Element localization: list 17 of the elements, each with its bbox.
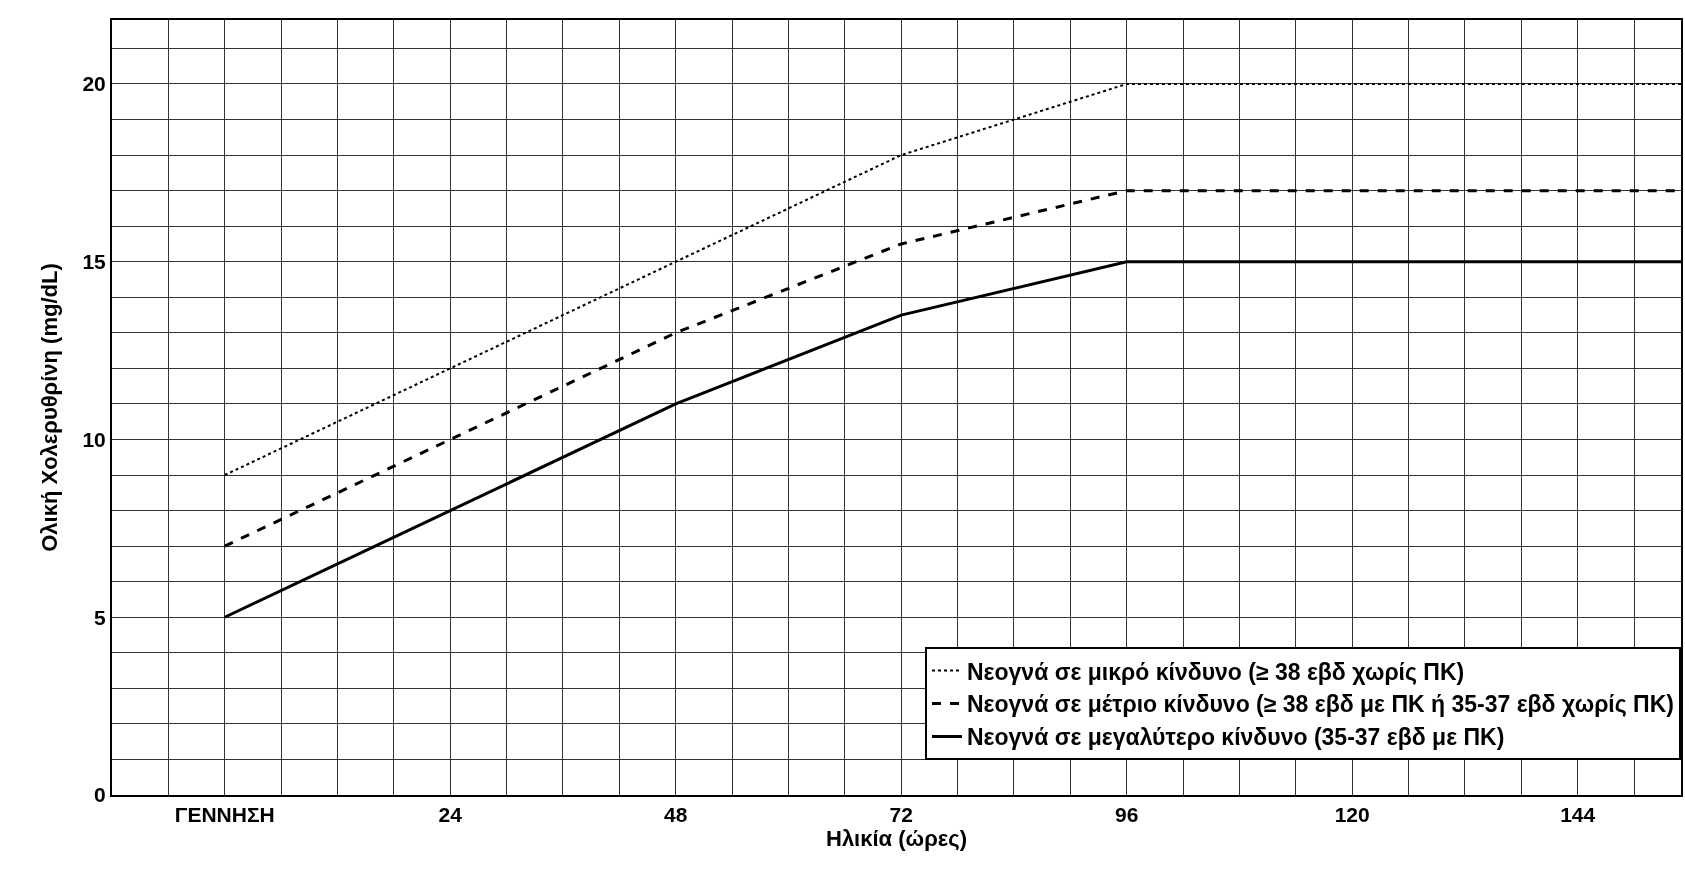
x-tick-label: ΓΕΝΝΗΣΗ [174, 803, 275, 827]
y-tick-label: 5 [94, 605, 107, 629]
x-tick-label: 144 [1560, 803, 1596, 827]
y-tick-label: 15 [82, 250, 107, 274]
x-axis-title: Ηλικία (ώρες) [826, 826, 967, 852]
legend-label: Νεογνά σε μέτριο κίνδυνο (≥ 38 εβδ με ΠΚ ή 35-37 εβδ χωρίς ΠΚ) [967, 691, 1674, 718]
y-tick-label: 20 [82, 72, 106, 96]
x-tick-label: 120 [1334, 803, 1370, 827]
x-tick-label: 48 [664, 803, 688, 827]
y-tick-label: 0 [94, 783, 106, 807]
x-tick-label: 72 [889, 803, 913, 827]
y-tick-label: 10 [82, 427, 106, 451]
y-axis-title: Ολική Χολερυθρίνη (mg/dL) [37, 263, 62, 552]
x-tick-label: 96 [1115, 803, 1139, 827]
legend-label: Νεογνά σε μικρό κίνδυνο (≥ 38 εβδ χωρίς ΠΚ) [967, 658, 1465, 685]
legend-label: Νεογνά σε μεγαλύτερο κίνδυνο (35-37 εβδ με ΠΚ) [967, 724, 1505, 751]
x-tick-label: 24 [438, 803, 463, 827]
